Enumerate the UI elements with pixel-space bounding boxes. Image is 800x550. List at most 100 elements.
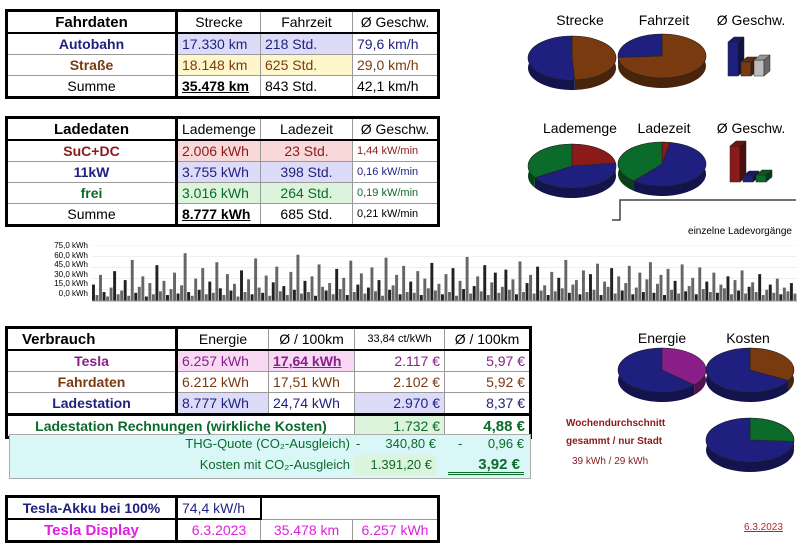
ladevorgang-bar <box>712 272 716 301</box>
wochen-slice-side-0 <box>750 418 794 452</box>
verbrauch-title: Verbrauch <box>6 327 178 351</box>
ladevorgang-bar <box>359 273 363 301</box>
ladevorgang-bar <box>532 293 536 301</box>
ladezeit-slice-2 <box>617 141 663 182</box>
ladevorgang-bar <box>462 289 466 301</box>
ladevorgang-bar <box>384 257 388 301</box>
ladevorgang-bar <box>747 286 751 301</box>
ladevorgang-bar <box>130 259 134 301</box>
strecke-slice-0 <box>571 35 617 81</box>
display-km: 35.478 km <box>260 518 353 542</box>
co2-kosten: 1.391,20 € <box>354 455 436 475</box>
cell-zeit: 398 Std. <box>260 161 353 183</box>
header-kosten100: Ø / 100km <box>444 327 531 351</box>
ladevorgang-bar <box>768 284 772 301</box>
ladevorgang-bar <box>240 270 243 301</box>
ladevorgang-bar <box>529 274 533 301</box>
ladevorgang-bar <box>366 287 370 301</box>
ladevorgang-bar <box>102 292 106 301</box>
ladevorgang-bar <box>225 274 229 301</box>
ladevorgang-bar <box>722 288 726 301</box>
ladedaten-table: Ladedaten Lademenge Ladezeit Ø Geschw. S… <box>5 116 440 227</box>
geschw-bar-autobahn <box>727 36 745 77</box>
ladevorgang-bar <box>448 292 451 301</box>
ladevorgang-bar <box>543 285 547 301</box>
pie-label-geschw2: Ø Geschw. <box>716 120 786 136</box>
ladevorgang-bar <box>109 287 113 301</box>
strecke-pie <box>527 35 617 90</box>
ladevorgang-bar <box>786 291 790 301</box>
ladevorgang-bar <box>497 292 501 301</box>
ladevorgang-bar <box>585 292 589 301</box>
lademenge-slice-side-1 <box>534 163 616 198</box>
empty-cell <box>353 497 439 520</box>
ladevorgang-bar <box>673 280 677 301</box>
ladevorgang-bar <box>292 289 296 301</box>
table-row: Ladestation 8.777 kWh 24,74 kWh 2.970 € … <box>6 392 531 415</box>
header-geschw: Ø Geschw. <box>352 10 439 34</box>
y-tick-label: 45,0 kWh <box>54 260 88 270</box>
ladevorgang-bar <box>733 280 737 301</box>
ladevorgang-bar <box>342 277 346 301</box>
y-tick-label: 0,0 kWh <box>58 289 88 298</box>
ladevorgang-bar <box>684 291 688 301</box>
ladevorgang-bar <box>666 268 670 301</box>
table-row: Tesla 6.257 kWh 17,64 kWh 2.117 € 5,97 € <box>6 349 531 372</box>
ladevorgang-bar <box>567 292 571 301</box>
ladevorgang-bar <box>455 295 458 301</box>
ladevorgang-bar <box>451 268 455 301</box>
strecke-slice-side-1 <box>528 36 575 90</box>
wochen-line1: Wochendurchschnitt <box>566 418 666 429</box>
ladevorgang-bar <box>726 276 730 301</box>
ladevorgang-bar <box>289 271 293 301</box>
ladevorgang-bar <box>440 294 444 301</box>
display-label: Tesla Display <box>6 518 178 542</box>
ladevorgang-bar <box>536 266 540 301</box>
ladevorgang-bar <box>299 293 303 301</box>
display-date: 6.3.2023 <box>176 518 261 542</box>
ladevorgang-bar <box>775 278 779 301</box>
cell-geschw: 29,0 km/h <box>352 54 439 76</box>
ladevorgang-bar <box>670 289 674 301</box>
cell-per100: 17,64 kWh <box>268 349 355 372</box>
ladevorgang-bar <box>254 258 258 301</box>
ladevorgang-bar <box>310 276 314 301</box>
ladevorgang-bar <box>525 283 529 301</box>
ladevorgang-bar <box>701 289 705 301</box>
ladevorgang-bar <box>250 294 254 301</box>
ladevorgang-bar <box>603 281 607 301</box>
ladevorgang-bar <box>127 295 131 301</box>
y-tick-label: 75,0 kWh <box>54 241 88 250</box>
cell-menge: 3.016 kWh <box>176 182 261 204</box>
ladevorgang-bar <box>92 284 95 301</box>
ladevorgang-bar <box>144 296 148 301</box>
cell-menge: 2.006 kWh <box>176 139 261 162</box>
ladevorgang-bar <box>113 271 117 301</box>
ladevorgang-bar <box>261 292 265 301</box>
strecke-slice-side-0 <box>572 36 616 90</box>
ladevorgang-bar <box>782 287 786 301</box>
cell-menge: 3.755 kWh <box>176 161 261 183</box>
table-row: SuC+DC 2.006 kWh 23 Std. 1,44 kW/min <box>6 139 439 162</box>
cell-strecke: 35.478 km <box>176 75 261 98</box>
header-per100: Ø / 100km <box>268 327 355 351</box>
ladevorgang-bar <box>500 286 504 301</box>
ladevorgang-bar <box>560 288 564 301</box>
cell-kosten100: 5,92 € <box>444 371 531 393</box>
ladegeschw-bar-frei <box>755 169 773 183</box>
ladevorgang-bar <box>352 292 356 301</box>
ladevorgaenge-title: einzelne Ladevorgänge <box>688 226 792 237</box>
ladevorgang-bar <box>356 284 360 301</box>
wochen-slice-1 <box>705 417 795 463</box>
ladevorgang-bar <box>617 276 621 301</box>
cell-menge: 8.777 kWh <box>176 203 261 226</box>
fahrdaten-title: Fahrdaten <box>6 10 178 34</box>
row-label-strasse: Straße <box>6 54 178 76</box>
cell-kosten: 2.117 € <box>354 349 445 372</box>
cell-geschw: 79,6 km/h <box>352 32 439 55</box>
ladezeit-slice-0 <box>661 141 671 165</box>
y-tick-label: 60,0 kWh <box>54 250 88 260</box>
energie-slice-side-0 <box>662 348 706 396</box>
cell-energie: 6.257 kWh <box>176 349 269 372</box>
ladevorgang-bar <box>631 294 635 301</box>
